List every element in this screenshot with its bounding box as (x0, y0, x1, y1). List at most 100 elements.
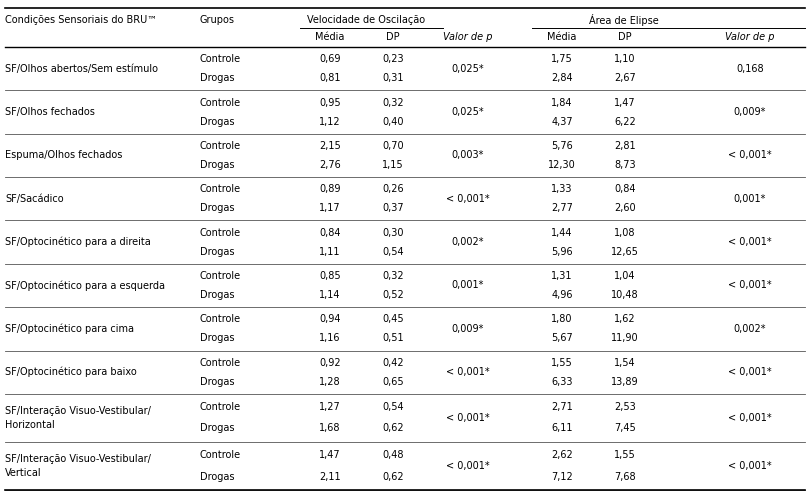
Text: 4,37: 4,37 (551, 117, 573, 126)
Text: 0,002*: 0,002* (734, 324, 766, 334)
Text: 5,67: 5,67 (551, 333, 573, 343)
Text: 0,70: 0,70 (382, 141, 404, 151)
Text: < 0,001*: < 0,001* (728, 413, 772, 423)
Text: Média: Média (315, 32, 345, 42)
Text: 1,15: 1,15 (382, 160, 404, 170)
Text: < 0,001*: < 0,001* (728, 237, 772, 247)
Text: 0,025*: 0,025* (452, 107, 484, 117)
Text: Drogas: Drogas (200, 247, 235, 256)
Text: 2,84: 2,84 (551, 73, 573, 83)
Text: Controle: Controle (200, 228, 241, 238)
Text: 0,51: 0,51 (382, 333, 404, 343)
Text: 1,11: 1,11 (319, 247, 341, 256)
Text: 2,77: 2,77 (551, 203, 573, 213)
Text: Drogas: Drogas (200, 203, 235, 213)
Text: 0,62: 0,62 (382, 424, 404, 434)
Text: 0,54: 0,54 (382, 247, 404, 256)
Text: 1,08: 1,08 (614, 228, 636, 238)
Text: 11,90: 11,90 (612, 333, 639, 343)
Text: 1,68: 1,68 (319, 424, 341, 434)
Text: 10,48: 10,48 (612, 290, 639, 300)
Text: SF/Interação Visuo-Vestibular/: SF/Interação Visuo-Vestibular/ (5, 406, 151, 416)
Text: 1,31: 1,31 (552, 271, 573, 281)
Text: 6,33: 6,33 (552, 377, 573, 387)
Text: 5,96: 5,96 (551, 247, 573, 256)
Text: 1,84: 1,84 (552, 98, 573, 108)
Text: Horizontal: Horizontal (5, 420, 55, 430)
Text: 2,67: 2,67 (614, 73, 636, 83)
Text: 0,52: 0,52 (382, 290, 404, 300)
Text: 1,28: 1,28 (319, 377, 341, 387)
Text: < 0,001*: < 0,001* (446, 413, 490, 423)
Text: SF/Optocinético para cima: SF/Optocinético para cima (5, 323, 134, 334)
Text: 1,55: 1,55 (551, 358, 573, 368)
Text: 1,33: 1,33 (552, 184, 573, 194)
Text: 0,23: 0,23 (382, 54, 404, 64)
Text: SF/Optocinético para baixo: SF/Optocinético para baixo (5, 367, 137, 377)
Text: 0,94: 0,94 (319, 314, 341, 324)
Text: 0,26: 0,26 (382, 184, 404, 194)
Text: 0,37: 0,37 (382, 203, 404, 213)
Text: 2,71: 2,71 (551, 402, 573, 412)
Text: Controle: Controle (200, 98, 241, 108)
Text: 2,11: 2,11 (319, 472, 341, 482)
Text: 2,76: 2,76 (319, 160, 341, 170)
Text: 13,89: 13,89 (612, 377, 639, 387)
Text: SF/Sacádico: SF/Sacádico (5, 194, 64, 204)
Text: 0,32: 0,32 (382, 271, 404, 281)
Text: 6,11: 6,11 (552, 424, 573, 434)
Text: Média: Média (548, 32, 577, 42)
Text: 0,003*: 0,003* (452, 150, 484, 160)
Text: 1,16: 1,16 (319, 333, 341, 343)
Text: 0,62: 0,62 (382, 472, 404, 482)
Text: Controle: Controle (200, 141, 241, 151)
Text: 1,55: 1,55 (614, 450, 636, 460)
Text: 5,76: 5,76 (551, 141, 573, 151)
Text: 12,30: 12,30 (548, 160, 576, 170)
Text: Drogas: Drogas (200, 424, 235, 434)
Text: DP: DP (618, 32, 632, 42)
Text: 0,45: 0,45 (382, 314, 404, 324)
Text: SF/Optocinético para a direita: SF/Optocinético para a direita (5, 237, 151, 248)
Text: 0,31: 0,31 (382, 73, 403, 83)
Text: 2,62: 2,62 (551, 450, 573, 460)
Text: 0,54: 0,54 (382, 402, 404, 412)
Text: Controle: Controle (200, 54, 241, 64)
Text: Drogas: Drogas (200, 472, 235, 482)
Text: 0,009*: 0,009* (452, 324, 484, 334)
Text: < 0,001*: < 0,001* (446, 194, 490, 204)
Text: 0,81: 0,81 (319, 73, 341, 83)
Text: 1,47: 1,47 (319, 450, 341, 460)
Text: Velocidade de Oscilação: Velocidade de Oscilação (308, 15, 425, 25)
Text: 0,025*: 0,025* (452, 63, 484, 74)
Text: Drogas: Drogas (200, 117, 235, 126)
Text: 0,30: 0,30 (382, 228, 403, 238)
Text: 6,22: 6,22 (614, 117, 636, 126)
Text: Condições Sensoriais do BRU™: Condições Sensoriais do BRU™ (5, 15, 157, 25)
Text: Drogas: Drogas (200, 377, 235, 387)
Text: 1,44: 1,44 (552, 228, 573, 238)
Text: < 0,001*: < 0,001* (728, 461, 772, 471)
Text: 7,12: 7,12 (551, 472, 573, 482)
Text: Valor de p: Valor de p (443, 32, 492, 42)
Text: SF/Olhos abertos/Sem estímulo: SF/Olhos abertos/Sem estímulo (5, 63, 158, 74)
Text: 1,17: 1,17 (319, 203, 341, 213)
Text: 1,62: 1,62 (614, 314, 636, 324)
Text: Drogas: Drogas (200, 290, 235, 300)
Text: Controle: Controle (200, 450, 241, 460)
Text: 1,04: 1,04 (614, 271, 636, 281)
Text: Controle: Controle (200, 402, 241, 412)
Text: Drogas: Drogas (200, 160, 235, 170)
Text: 0,92: 0,92 (319, 358, 341, 368)
Text: 2,53: 2,53 (614, 402, 636, 412)
Text: < 0,001*: < 0,001* (446, 367, 490, 377)
Text: Controle: Controle (200, 271, 241, 281)
Text: 0,89: 0,89 (319, 184, 341, 194)
Text: 8,73: 8,73 (614, 160, 636, 170)
Text: Controle: Controle (200, 184, 241, 194)
Text: 0,42: 0,42 (382, 358, 404, 368)
Text: 2,60: 2,60 (614, 203, 636, 213)
Text: Valor de p: Valor de p (725, 32, 774, 42)
Text: 12,65: 12,65 (611, 247, 639, 256)
Text: 1,47: 1,47 (614, 98, 636, 108)
